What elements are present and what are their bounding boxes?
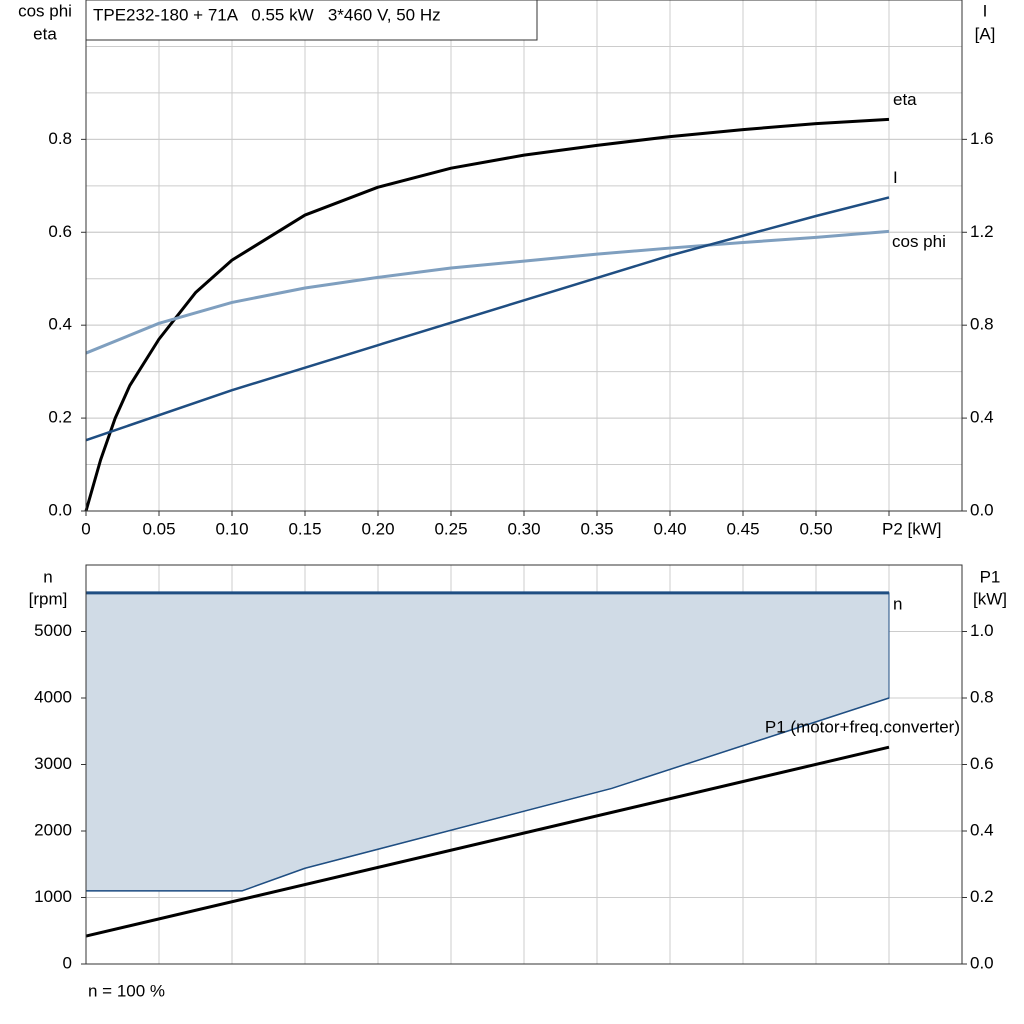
y2-tick-label: 1.2 (970, 222, 994, 241)
y-axis-label: eta (33, 24, 57, 43)
x-tick-label: 0.30 (507, 519, 540, 538)
x-tick-label: 0.15 (288, 519, 321, 538)
y2-tick-label: 0.4 (970, 408, 994, 427)
series-line (85, 196, 890, 442)
series-line (84, 117, 890, 512)
x-tick-label: 0.25 (434, 519, 467, 538)
y-tick-label: 0.4 (48, 315, 72, 334)
series-label: P1 (motor+freq.converter) (765, 718, 960, 737)
y2-tick-label: 0.6 (970, 754, 994, 773)
x-tick-label: 0 (81, 519, 90, 538)
chart-title: TPE232-180 + 71A 0.55 kW 3*460 V, 50 Hz (93, 5, 441, 24)
y-tick-label: 0.8 (48, 129, 72, 148)
y2-tick-label: 0.8 (970, 687, 994, 706)
note: n = 100 % (88, 981, 165, 1000)
y-tick-label: 2000 (34, 820, 72, 839)
series-lower-line (86, 697, 890, 892)
title-box (85, 0, 538, 41)
y2-tick-label: 0.0 (970, 500, 994, 519)
y2-tick-label: 0.0 (970, 953, 994, 972)
series-label: cos phi (892, 232, 946, 251)
plot-frame (85, 564, 963, 965)
y-tick-label: 5000 (34, 621, 72, 640)
y2-axis-label: [A] (975, 24, 996, 43)
y2-axis-label: P1 (980, 567, 1001, 586)
y2-tick-label: 1.6 (970, 129, 994, 148)
y2-tick-label: 0.4 (970, 820, 994, 839)
series-label: eta (893, 90, 917, 109)
x-tick-label: 0.50 (799, 519, 832, 538)
y-axis-label: n (43, 567, 52, 586)
y-tick-label: 3000 (34, 754, 72, 773)
plot-frame (85, 0, 963, 512)
y-tick-label: 0 (63, 953, 72, 972)
series-label: I (893, 168, 898, 187)
y2-axis-label: I (983, 1, 988, 20)
y2-tick-label: 1.0 (970, 621, 994, 640)
y-tick-label: 0.6 (48, 222, 72, 241)
y-axis-label: cos phi (18, 1, 72, 20)
series-label: n (893, 594, 902, 613)
x-tick-label: 0.35 (580, 519, 613, 538)
x-tick-label: 0.05 (142, 519, 175, 538)
y2-tick-label: 0.8 (970, 315, 994, 334)
y-tick-label: 4000 (34, 687, 72, 706)
y-axis-label: [rpm] (29, 589, 68, 608)
series-line (85, 745, 890, 938)
y-tick-label: 1000 (34, 887, 72, 906)
x-tick-label: 0.20 (361, 519, 394, 538)
x-tick-label: 0.10 (215, 519, 248, 538)
x-tick-label: 0.45 (726, 519, 759, 538)
y2-axis-label: [kW] (973, 589, 1007, 608)
y2-tick-label: 0.2 (970, 887, 994, 906)
series-line (85, 229, 890, 355)
x-tick-label: P2 [kW] (882, 519, 942, 538)
y-tick-label: 0.0 (48, 500, 72, 519)
x-tick-label: 0.40 (653, 519, 686, 538)
y-tick-label: 0.2 (48, 408, 72, 427)
